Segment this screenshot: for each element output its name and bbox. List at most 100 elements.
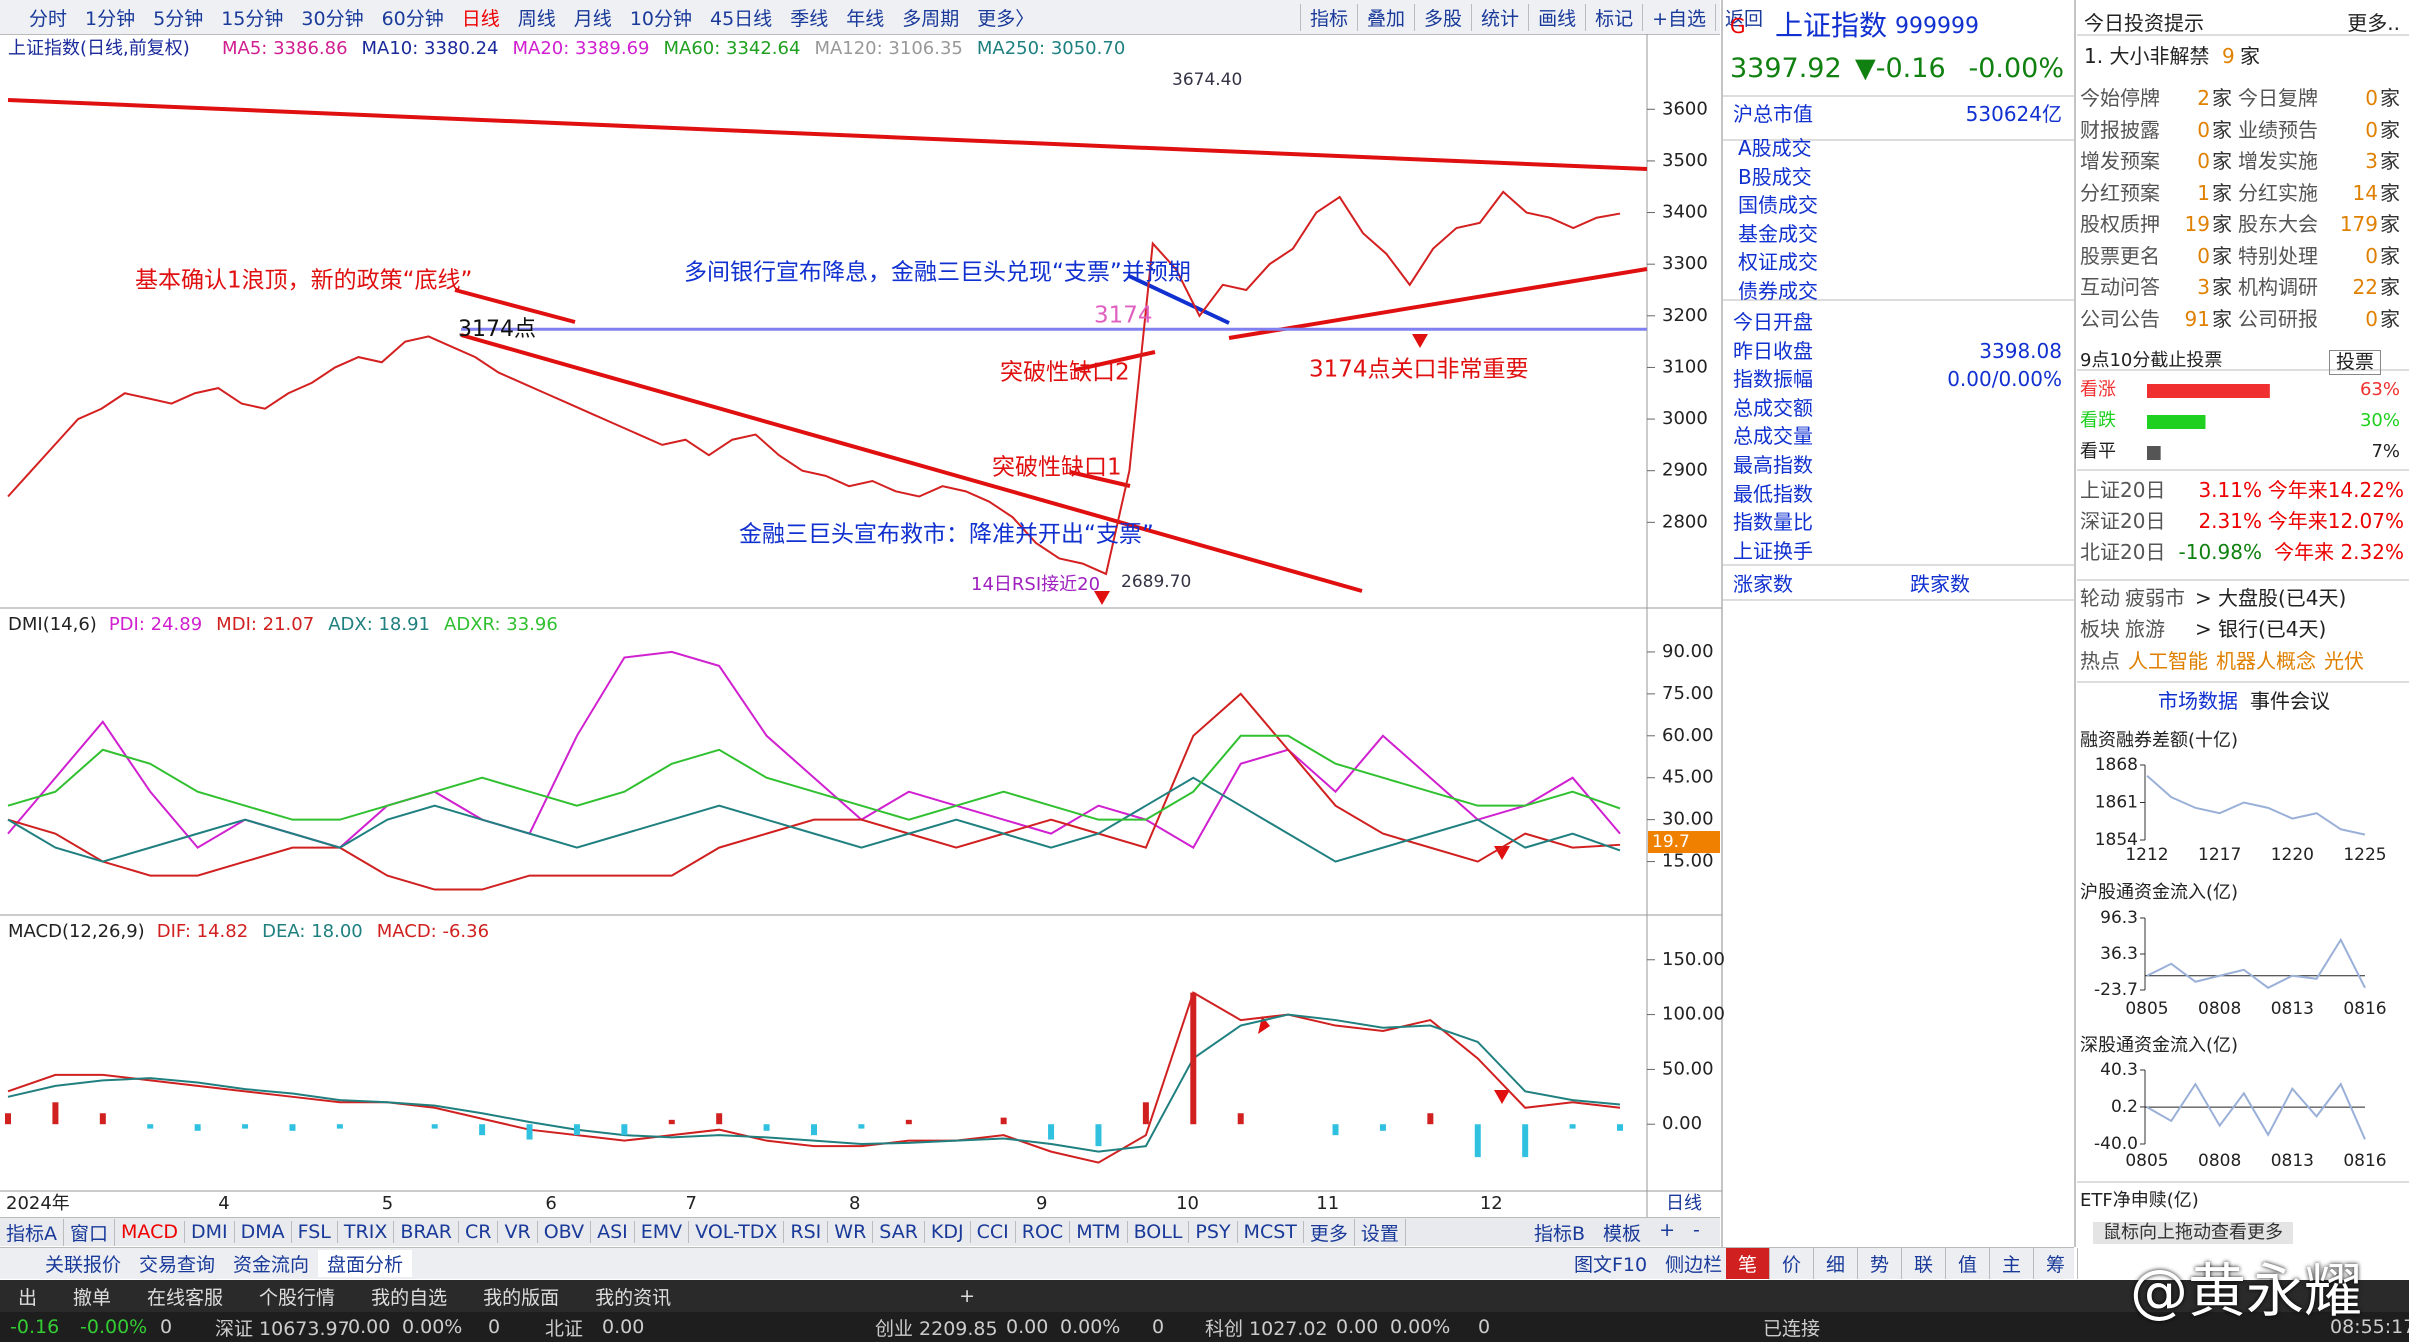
indicator-tab[interactable]: MTM (1070, 1221, 1128, 1243)
bottom-tab[interactable]: 盘面分析 (318, 1250, 413, 1277)
tab[interactable]: 市场数据 (2158, 689, 2238, 713)
tool-button[interactable]: 叠加 (1357, 3, 1414, 31)
period-tab[interactable]: 分时 (29, 7, 68, 30)
y-tick-label: 75.00 (1662, 683, 1714, 704)
indicator-tab[interactable]: 窗口 (64, 1218, 116, 1246)
indicator-tab[interactable]: MACD (115, 1221, 185, 1243)
label: 今日复牌 (2238, 86, 2318, 110)
bottom-tab[interactable]: 关联报价 (45, 1254, 122, 1276)
indicator-tab[interactable]: SAR (873, 1221, 925, 1243)
status-menu[interactable]: + (959, 1285, 976, 1307)
view-tab[interactable]: 价 (1770, 1248, 1814, 1279)
status-menu[interactable]: 我的自选 (371, 1286, 448, 1309)
period-tab[interactable]: 月线 (573, 7, 612, 30)
x-tick-label: 0813 (2271, 1151, 2314, 1171)
annotation: 多间银行宣布降息，金融三巨头兑现“支票”并预期 (684, 260, 1191, 286)
period-tab[interactable]: 45日线 (710, 7, 773, 30)
status-menu[interactable]: 个股行情 (259, 1286, 336, 1309)
indicator-tab[interactable]: RSI (784, 1221, 829, 1243)
view-tab[interactable]: 值 (1946, 1248, 1990, 1279)
period-tab[interactable]: 15分钟 (221, 7, 284, 30)
indicator-tab[interactable]: TRIX (338, 1221, 395, 1243)
indicator-tab[interactable]: ROC (1016, 1221, 1071, 1243)
tool-button[interactable]: 统计 (1471, 3, 1528, 31)
indicator-tab[interactable]: WR (828, 1221, 874, 1243)
status-menu[interactable]: 出 (18, 1286, 38, 1309)
count: 3 (2197, 275, 2210, 299)
indicator-tab[interactable]: BOLL (1128, 1221, 1190, 1243)
indicator-tab[interactable]: DMI (185, 1221, 235, 1243)
bottom-tab[interactable]: 侧边栏 (1665, 1254, 1723, 1276)
indicator-tab[interactable]: DMA (235, 1221, 292, 1243)
period-tab[interactable]: 30分钟 (301, 7, 364, 30)
status-menu[interactable]: 我的版面 (483, 1286, 560, 1309)
tool-button[interactable]: 画线 (1528, 3, 1585, 31)
indicator-tab[interactable]: CCI (971, 1221, 1016, 1243)
y-tick-label: 90.00 (1662, 641, 1714, 662)
indicator-tab[interactable]: OBV (538, 1221, 592, 1243)
x-tick-label: 0808 (2198, 1151, 2241, 1171)
status-menu[interactable]: 我的资讯 (595, 1286, 672, 1309)
panel-title: 今日投资提示 (2084, 11, 2204, 35)
period-tab[interactable]: 周线 (517, 7, 556, 30)
indicator-tab[interactable]: MCST (1238, 1221, 1304, 1243)
vote-button[interactable]: 投票 (2328, 350, 2382, 375)
count: 179 (2339, 212, 2378, 236)
label: 沪总市值 (1733, 102, 1813, 126)
view-tab[interactable]: 筹 (2034, 1248, 2078, 1279)
view-tab[interactable]: 细 (1814, 1248, 1858, 1279)
period-tab[interactable]: 1分钟 (85, 7, 136, 30)
indicator-tab[interactable]: - (1692, 1218, 1700, 1241)
status-menu[interactable]: 在线客服 (147, 1286, 224, 1309)
tool-button[interactable]: 返回 (1715, 3, 1772, 31)
period-tab[interactable]: 60分钟 (381, 7, 444, 30)
view-tab[interactable]: 势 (1858, 1248, 1902, 1279)
indicator-tab[interactable]: 设置 (1355, 1218, 1406, 1246)
y-tick-label: 50.00 (1662, 1058, 1714, 1079)
indicator-tab[interactable]: ASI (591, 1221, 635, 1243)
view-tab[interactable]: 笔 (1726, 1248, 1770, 1279)
tab[interactable]: 事件会议 (2250, 689, 2330, 713)
indicator-tab[interactable]: 指标A (0, 1218, 64, 1246)
tool-button[interactable]: 指标 (1300, 3, 1357, 31)
period-tab[interactable]: 5分钟 (153, 7, 204, 30)
bottom-tab[interactable]: 资金流向 (233, 1254, 310, 1276)
status-menu[interactable]: 撤单 (73, 1286, 112, 1309)
x-tick-label: 12 (1480, 1193, 1503, 1214)
indicator-tab[interactable]: CR (459, 1221, 499, 1243)
view-tab[interactable]: 主 (1990, 1248, 2034, 1279)
indicator-tab[interactable]: 更多 (1304, 1218, 1355, 1246)
unit: 家 (2212, 243, 2232, 268)
tool-button[interactable]: 多股 (1414, 3, 1471, 31)
y-tick-label: 2900 (1662, 460, 1708, 481)
indicator-line (7, 1013, 1621, 1153)
indicator-tab[interactable]: + (1659, 1218, 1675, 1241)
period-tab[interactable]: 年线 (846, 7, 885, 30)
more-link[interactable]: 更多.. (2347, 11, 2400, 35)
period-tab[interactable]: 更多〉 (977, 7, 1035, 30)
indicator-tab[interactable]: BRAR (394, 1221, 460, 1243)
value: 530624亿 (1965, 102, 2062, 126)
label: 增发预案 (2080, 149, 2160, 173)
tool-button[interactable]: +自选 (1642, 3, 1715, 31)
period-tab[interactable]: 10分钟 (629, 7, 692, 30)
indicator-tab[interactable]: FSL (292, 1221, 338, 1243)
period-tab[interactable]: 日线 (461, 7, 500, 30)
indicator-tab[interactable]: EMV (635, 1221, 690, 1243)
indicator-line (7, 650, 1621, 849)
y-tick-label: 150.00 (1662, 949, 1725, 970)
indicator-tab[interactable]: 指标B (1534, 1222, 1586, 1245)
bottom-tab[interactable]: 交易查询 (139, 1254, 216, 1276)
annotation: 3174 (1094, 303, 1153, 329)
view-tab[interactable]: 联 (1902, 1248, 1946, 1279)
period-tab[interactable]: 季线 (790, 7, 829, 30)
indicator-tab[interactable]: VR (498, 1221, 538, 1243)
indicator-tab[interactable]: KDJ (925, 1221, 971, 1243)
bottom-tab[interactable]: 图文F10 (1574, 1254, 1648, 1276)
vote-bar (2147, 384, 2270, 398)
indicator-tab[interactable]: VOL-TDX (689, 1221, 785, 1243)
indicator-tab[interactable]: 模板 (1603, 1222, 1642, 1245)
indicator-tab[interactable]: PSY (1189, 1221, 1238, 1243)
period-tab[interactable]: 多周期 (902, 7, 960, 30)
tool-button[interactable]: 标记 (1585, 3, 1642, 31)
